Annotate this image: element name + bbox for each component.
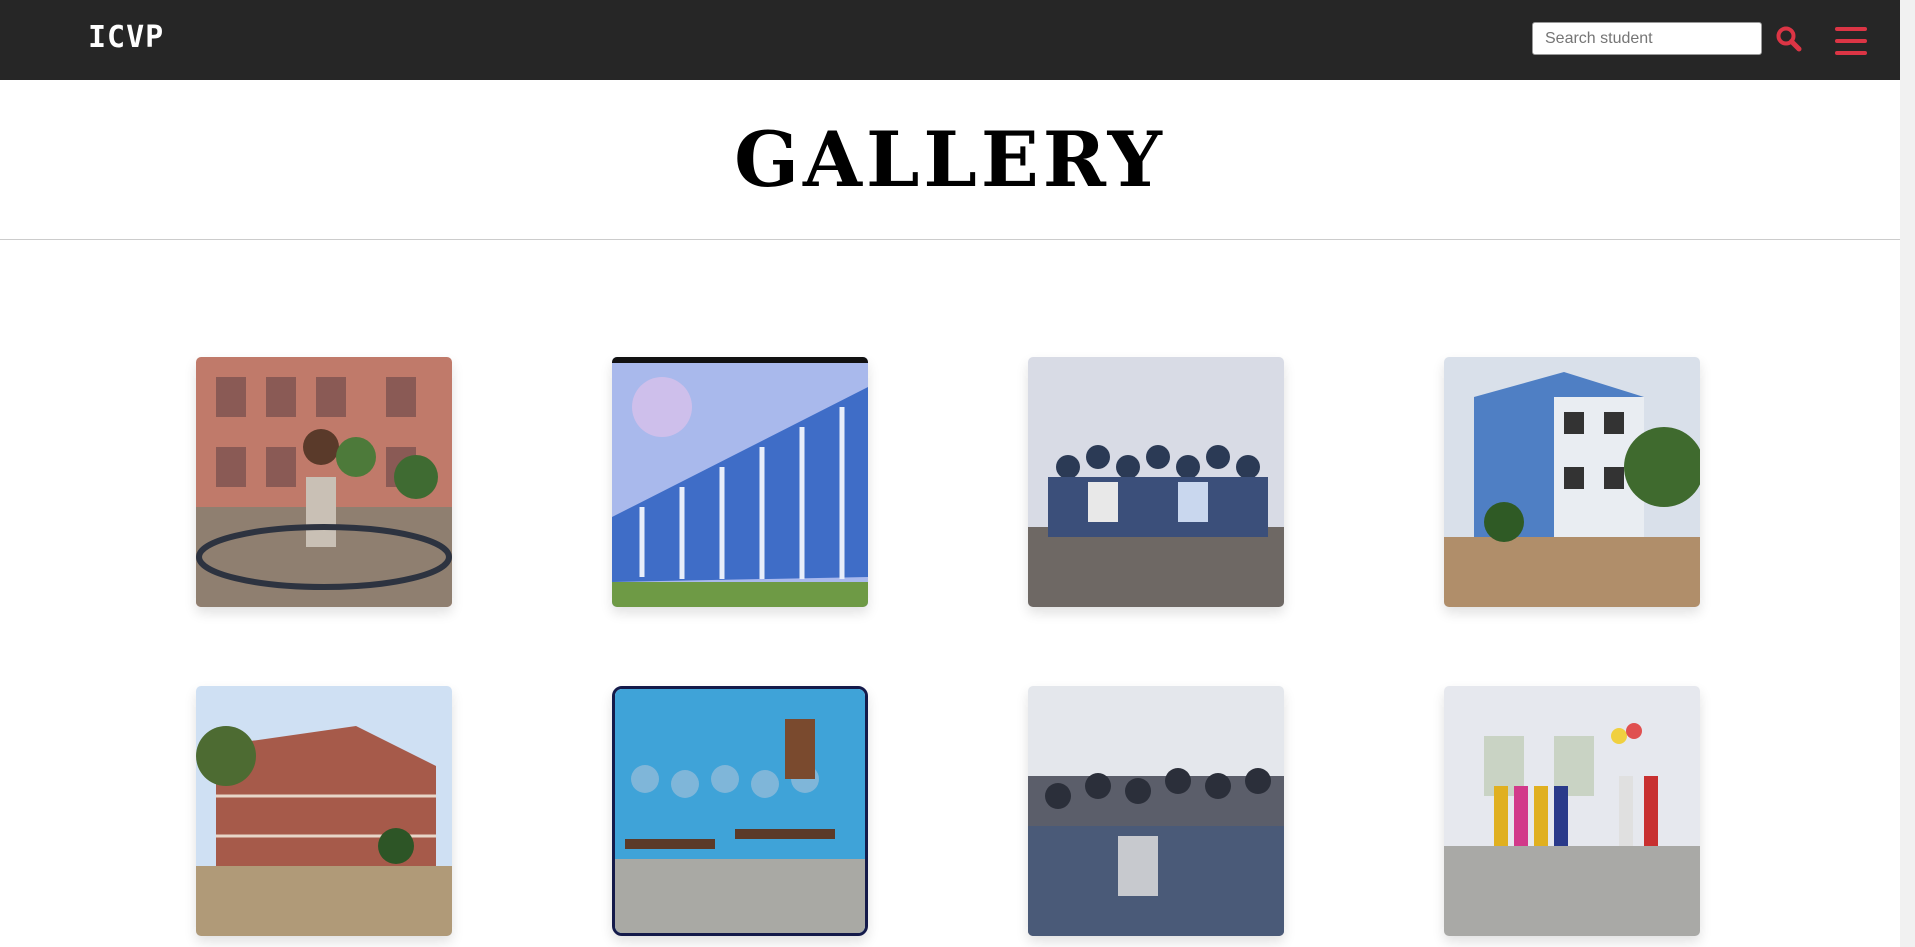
gallery-image[interactable] [1444,686,1700,936]
navbar: ICVP Search student [0,0,1900,80]
menu-button[interactable] [1835,27,1867,55]
gallery-image[interactable] [196,357,452,607]
search-placeholder: Search student [1545,30,1653,47]
logo[interactable]: ICVP [88,20,165,55]
gallery-title: GALLERY [734,115,1166,204]
gallery-image[interactable] [1028,357,1284,607]
search-input[interactable]: Search student [1532,22,1762,55]
gallery-image[interactable] [612,686,868,936]
scrollbar[interactable] [1900,0,1915,947]
search-button[interactable] [1776,26,1802,52]
divider [0,239,1900,240]
gallery-image[interactable] [612,357,868,607]
gallery-image[interactable] [196,686,452,936]
gallery-image[interactable] [1444,357,1700,607]
gallery-image[interactable] [1028,686,1284,936]
